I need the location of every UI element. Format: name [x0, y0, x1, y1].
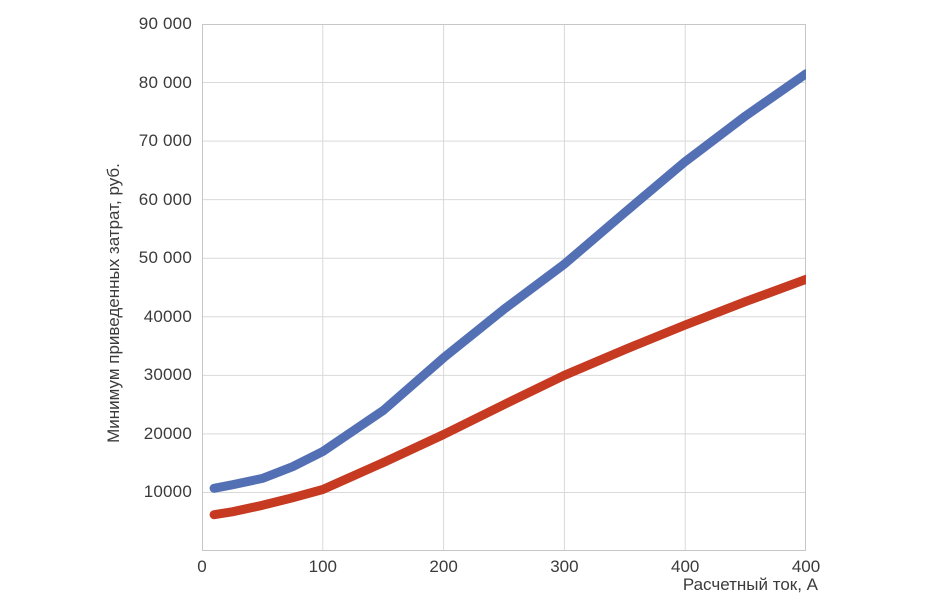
- x-tick-label: 100: [308, 557, 337, 576]
- plot-border: [202, 24, 806, 551]
- x-tick-label: 0: [197, 557, 207, 576]
- x-tick-label: 200: [429, 557, 458, 576]
- plot-svg: [202, 24, 806, 551]
- y-tick-label: 30000: [143, 365, 192, 385]
- plot-area: [202, 24, 806, 551]
- y-tick-label: 90 000: [138, 14, 192, 33]
- red-line: [209, 274, 806, 520]
- y-tick-label: 50 000: [138, 248, 192, 268]
- y-tick-label: 80 000: [138, 72, 192, 92]
- x-axis-title: Расчетный ток, А: [682, 575, 818, 594]
- x-tick-label: 300: [550, 557, 579, 576]
- y-tick-label: 40000: [143, 306, 192, 326]
- x-tick-label: 400: [791, 557, 821, 576]
- x-tick-label: 400: [671, 557, 700, 576]
- blue-line: [209, 69, 806, 493]
- y-tick-label: 70 000: [138, 131, 192, 151]
- y-tick-label: 60 000: [138, 189, 192, 209]
- y-tick-label: 20000: [143, 423, 192, 443]
- y-tick-label: 10000: [143, 482, 192, 502]
